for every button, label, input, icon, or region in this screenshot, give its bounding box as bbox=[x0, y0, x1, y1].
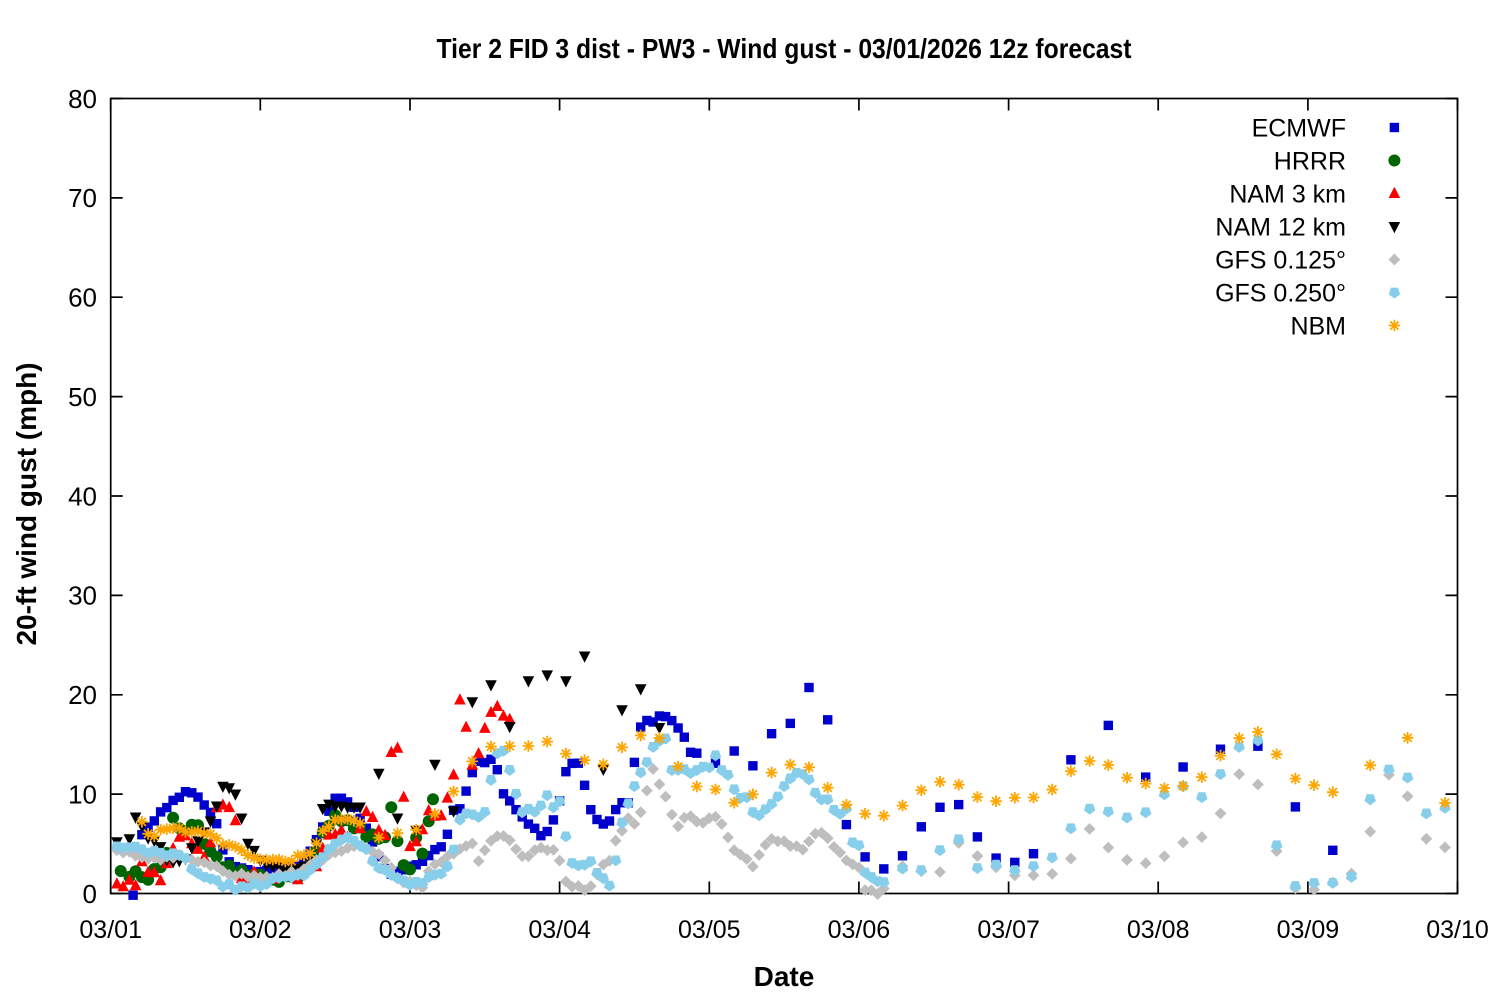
svg-text:GFS 0.125°: GFS 0.125° bbox=[1215, 247, 1346, 275]
svg-text:10: 10 bbox=[68, 779, 97, 809]
svg-text:03/03: 03/03 bbox=[379, 916, 442, 944]
svg-text:03/08: 03/08 bbox=[1127, 916, 1190, 944]
svg-text:GFS 0.250°: GFS 0.250° bbox=[1215, 280, 1346, 308]
svg-text:03/05: 03/05 bbox=[678, 916, 741, 944]
svg-text:NBM: NBM bbox=[1290, 313, 1346, 341]
svg-text:03/01: 03/01 bbox=[79, 916, 142, 944]
svg-text:30: 30 bbox=[68, 581, 97, 611]
svg-text:HRRR: HRRR bbox=[1274, 148, 1346, 176]
svg-text:Date: Date bbox=[754, 961, 815, 992]
svg-text:03/04: 03/04 bbox=[528, 916, 591, 944]
svg-text:ECMWF: ECMWF bbox=[1252, 115, 1346, 143]
svg-text:50: 50 bbox=[68, 382, 97, 412]
svg-text:03/09: 03/09 bbox=[1277, 916, 1340, 944]
svg-text:03/10: 03/10 bbox=[1426, 916, 1489, 944]
svg-text:20-ft wind gust (mph): 20-ft wind gust (mph) bbox=[11, 362, 42, 645]
svg-text:70: 70 bbox=[68, 183, 97, 213]
svg-text:03/07: 03/07 bbox=[977, 916, 1040, 944]
svg-text:03/02: 03/02 bbox=[229, 916, 292, 944]
svg-text:40: 40 bbox=[68, 481, 97, 511]
svg-text:20: 20 bbox=[68, 680, 97, 710]
svg-text:0: 0 bbox=[83, 879, 97, 909]
svg-text:80: 80 bbox=[68, 84, 97, 114]
svg-text:Tier 2 FID 3 dist - PW3 - Wind: Tier 2 FID 3 dist - PW3 - Wind gust - 03… bbox=[437, 33, 1132, 64]
svg-text:03/06: 03/06 bbox=[828, 916, 891, 944]
svg-text:NAM 3 km: NAM 3 km bbox=[1229, 181, 1346, 209]
svg-text:60: 60 bbox=[68, 283, 97, 313]
svg-text:NAM 12 km: NAM 12 km bbox=[1215, 214, 1346, 242]
